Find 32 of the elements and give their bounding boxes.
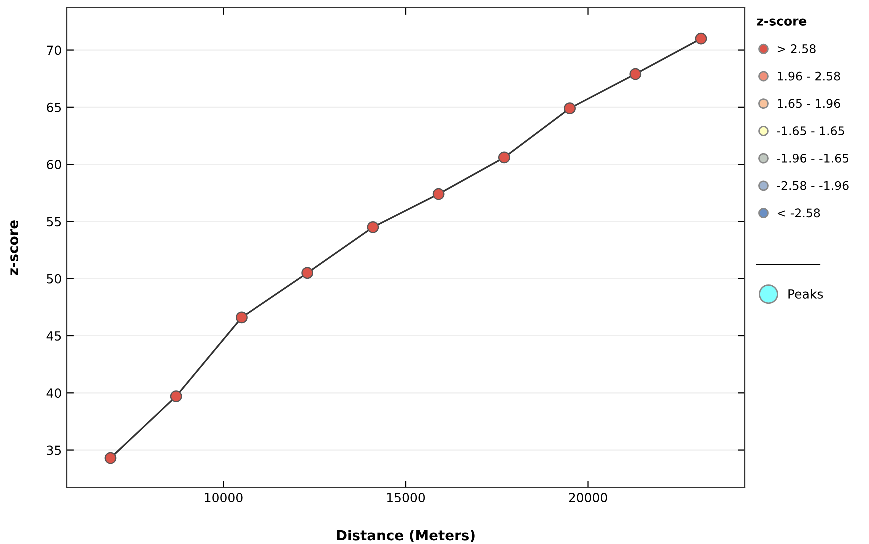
legend-label: 1.65 - 1.96 [778,99,840,108]
x-axis-title: Distance (Meters) [337,530,475,542]
point [432,188,445,200]
y-tick-label: 70 [47,46,62,56]
x-tick-label: 15000 [387,493,426,503]
y-tick-label: 65 [47,102,62,112]
y-tick-label: 40 [46,388,62,398]
legend-label: < -2.58 [778,208,820,218]
point [104,452,117,464]
x-tick-label: 10000 [205,493,243,503]
y-tick-label: 45 [46,332,62,341]
legend-label: -2.58 - -1.96 [777,181,849,190]
point [564,102,576,115]
point [498,152,510,164]
y-tick-label: 55 [47,217,62,227]
point [302,267,314,280]
point [367,221,380,234]
legend-label: Peaks [788,289,824,299]
point [170,390,182,403]
y-tick-label: 50 [47,274,62,284]
legend-label: 1.96 - 2.58 [778,72,840,81]
x-tick-label: 20000 [569,493,608,503]
legend-label: > 2.58 [778,44,816,54]
y-axis-title: z-score [10,220,19,276]
legend-label: -1.96 - -1.65 [777,154,849,163]
legend-label: -1.65 - 1.65 [777,126,844,136]
point [695,32,708,45]
y-tick-label: 35 [47,446,62,456]
legend-title: z-score [757,18,807,26]
point [236,312,248,324]
point [630,68,642,80]
y-tick-label: 60 [47,160,62,170]
